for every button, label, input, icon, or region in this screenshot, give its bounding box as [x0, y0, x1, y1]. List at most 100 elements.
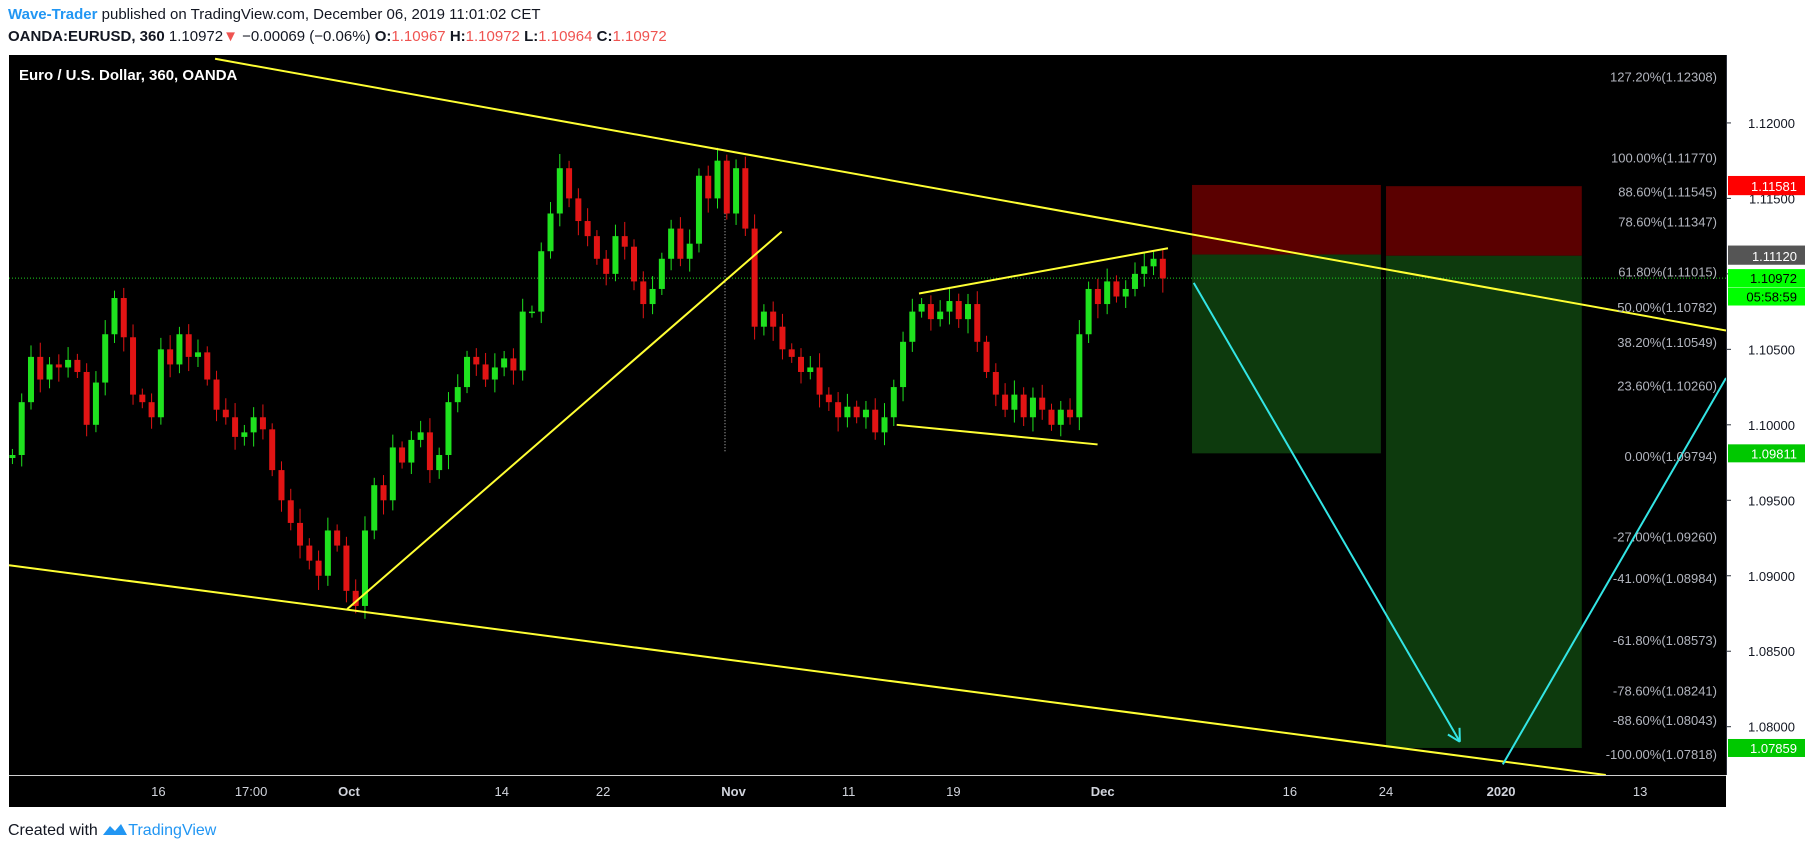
candle-body: [55, 364, 62, 368]
price-tick-label: 1.08500: [1748, 644, 1795, 659]
candle-body: [1039, 397, 1046, 410]
close-label: C:: [596, 28, 613, 45]
candle-body: [807, 367, 814, 372]
stop-zone: [1386, 186, 1582, 256]
candle-body: [250, 417, 257, 433]
price-badge: [1728, 177, 1805, 196]
candle-body: [835, 402, 842, 418]
candle-body: [46, 364, 53, 380]
candle-body: [37, 356, 44, 380]
price-tick-label: 1.09000: [1748, 569, 1795, 584]
created-with-label: Created with: [8, 822, 98, 839]
candle-body: [770, 311, 777, 327]
time-tick-label: 13: [1633, 784, 1647, 799]
candle-body: [890, 387, 897, 418]
candle-body: [1057, 409, 1064, 425]
candle-body: [862, 409, 869, 418]
candle-body: [1094, 288, 1101, 305]
candle-body: [603, 258, 610, 274]
candle-body: [964, 304, 971, 320]
candle-body: [983, 341, 990, 372]
candle-body: [584, 221, 591, 237]
ohlc-legend: OANDA:EURUSD, 360 1.10972▼ −0.00069 (−0.…: [8, 28, 667, 45]
high-label: H:: [449, 28, 466, 45]
candle-body: [334, 530, 341, 546]
price-axis[interactable]: 1.120001.115001.110001.105001.100001.095…: [1726, 55, 1805, 775]
candle-body: [900, 341, 907, 388]
candle-body: [631, 246, 638, 282]
tradingview-brand[interactable]: TradingView: [128, 822, 217, 839]
candle-body: [9, 455, 16, 459]
candle-body: [491, 367, 498, 380]
candle-body: [723, 160, 730, 214]
candle-body: [1076, 334, 1083, 418]
candle-body: [825, 394, 832, 403]
time-axis-canvas[interactable]: 16 17:00 Oct 14 22 Nov 11 19 Dec 16 24 2020 13: [9, 776, 1726, 808]
fib-level-label: -27.00%(1.09260): [1613, 530, 1717, 545]
price-tick-label: 1.09500: [1748, 493, 1795, 508]
candle-body: [389, 447, 396, 501]
fib-level-label: 100.00%(1.11770): [1611, 151, 1717, 166]
candle-body: [92, 382, 99, 425]
candle-body: [955, 301, 962, 320]
trendline: [896, 423, 1098, 446]
fib-level-label: -88.60%(1.08043): [1613, 713, 1717, 728]
candle-body: [454, 387, 461, 403]
candle-body: [222, 409, 229, 418]
fib-level-label: -78.60%(1.08241): [1613, 683, 1717, 698]
candle-body: [974, 304, 981, 342]
candle-body: [241, 432, 248, 437]
candle-body: [482, 364, 489, 380]
candle-body: [287, 500, 294, 523]
chart-pane[interactable]: 127.20%(1.12308) 100.00%(1.11770) 88.60%(1…: [9, 55, 1726, 775]
projection-arrow: [1192, 282, 1461, 743]
candle-body: [278, 470, 285, 501]
trendline: [214, 57, 1726, 332]
time-tick-label: 24: [1379, 784, 1393, 799]
candle-body: [788, 349, 795, 357]
time-tick-label: Oct: [338, 784, 360, 799]
candle-body: [1020, 394, 1027, 418]
low-value: 1.10964: [538, 28, 593, 45]
candle-body: [1067, 409, 1074, 418]
time-tick-label: Dec: [1091, 784, 1115, 799]
price-badge: [1728, 287, 1805, 306]
candle-body: [705, 175, 712, 199]
candle-body: [528, 311, 535, 314]
fib-level-label: 0.00%(1.09794): [1624, 449, 1717, 464]
candle-body: [27, 356, 34, 403]
fib-level-label: -41.00%(1.08984): [1613, 571, 1717, 586]
candle-body: [798, 356, 805, 372]
candle-body: [677, 228, 684, 259]
candle-body: [621, 236, 628, 247]
candle-body: [844, 406, 851, 418]
candle-body: [213, 379, 220, 410]
candle-body: [556, 168, 563, 214]
projection-arrow: [1501, 377, 1726, 765]
price-badge-label: 1.11120: [1752, 249, 1797, 264]
candle-body: [194, 352, 201, 357]
author-link[interactable]: Wave-Trader: [8, 6, 98, 23]
candle-body: [593, 236, 600, 259]
candle-body: [399, 447, 406, 463]
candle-body: [1131, 273, 1138, 289]
publish-text: published on TradingView.com, December 0…: [97, 6, 541, 23]
time-tick-label: 17:00: [235, 784, 268, 799]
time-tick-label: 11: [842, 784, 856, 799]
price-axis-canvas[interactable]: 1.120001.115001.110001.105001.100001.095…: [1727, 55, 1805, 775]
candle-body: [742, 168, 749, 229]
candle-body: [464, 356, 471, 388]
time-axis[interactable]: 16 17:00 Oct 14 22 Nov 11 19 Dec 16 24 2020 13: [9, 775, 1726, 807]
candle-body: [658, 258, 665, 289]
close-value: 1.10972: [612, 28, 667, 45]
fib-level-label: 23.60%(1.10260): [1617, 379, 1717, 394]
candle-body: [946, 301, 953, 312]
candle-body: [324, 530, 331, 576]
chart-canvas[interactable]: 127.20%(1.12308) 100.00%(1.11770) 88.60%(1…: [9, 55, 1726, 775]
price-badge-label: 1.07859: [1750, 741, 1797, 756]
trendline: [346, 230, 783, 610]
candle-body: [65, 359, 72, 368]
target-zone: [1192, 254, 1381, 454]
price-badge: [1728, 444, 1805, 463]
price-badge-label: 1.10972: [1750, 271, 1797, 286]
